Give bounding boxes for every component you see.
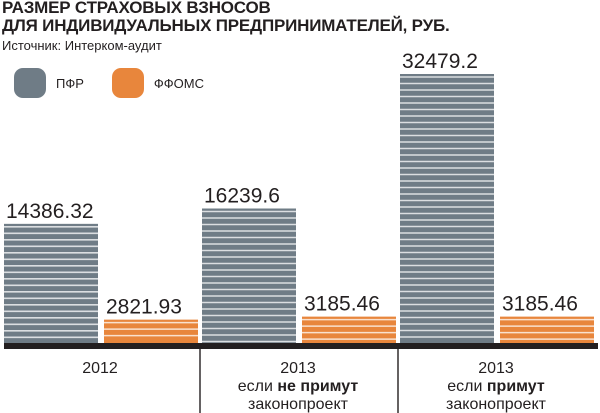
bar-ffoms-1	[104, 319, 198, 343]
bar-value-label: 14386.32	[6, 200, 94, 223]
chart-title-line-2: ДЛЯ ИНДИВИДУАЛЬНЫХ ПРЕДПРИНИМАТЕЛЕЙ, РУБ…	[2, 16, 450, 35]
chart-title: РАЗМЕР СТРАХОВЫХ ВЗНОСОВ ДЛЯ ИНДИВИДУАЛЬ…	[2, 0, 450, 35]
bar-value-label: 2821.93	[106, 296, 182, 319]
bar-fill	[104, 319, 198, 343]
legend-label-pfr: ПФР	[56, 75, 84, 91]
chart-legend: ПФР ФФОМС	[14, 68, 232, 98]
bar-value-label: 16239.6	[204, 185, 280, 208]
bar-pfr-2	[202, 208, 296, 343]
legend-item-ffoms: ФФОМС	[111, 68, 205, 98]
bar-value-label: 3185.46	[304, 293, 380, 316]
bar-pfr-1	[4, 223, 98, 343]
bar-ffoms-3	[500, 316, 594, 343]
bar-fill	[4, 223, 98, 343]
category-label-2: 2013 если не примут законопроект	[238, 360, 359, 413]
legend-swatch-pfr	[14, 68, 46, 98]
category-label-1: 2012	[82, 360, 118, 377]
bar-value-label: 32479.2	[402, 50, 478, 73]
chart-title-line-1: РАЗМЕР СТРАХОВЫХ ВЗНОСОВ	[2, 0, 271, 17]
legend-item-pfr: ПФР	[14, 68, 84, 98]
category-label-3: 2013 если примут законопроект	[446, 360, 547, 413]
legend-swatch-ffoms	[111, 68, 144, 98]
bar-fill	[400, 74, 494, 343]
legend-label-ffoms: ФФОМС	[153, 75, 205, 91]
bar-ffoms-2	[302, 316, 396, 343]
chart-source: Источник: Интерком-аудит	[2, 38, 162, 53]
bar-value-label: 3185.46	[502, 293, 578, 316]
bar-pfr-3	[400, 74, 494, 343]
baseline-axis	[4, 343, 598, 349]
